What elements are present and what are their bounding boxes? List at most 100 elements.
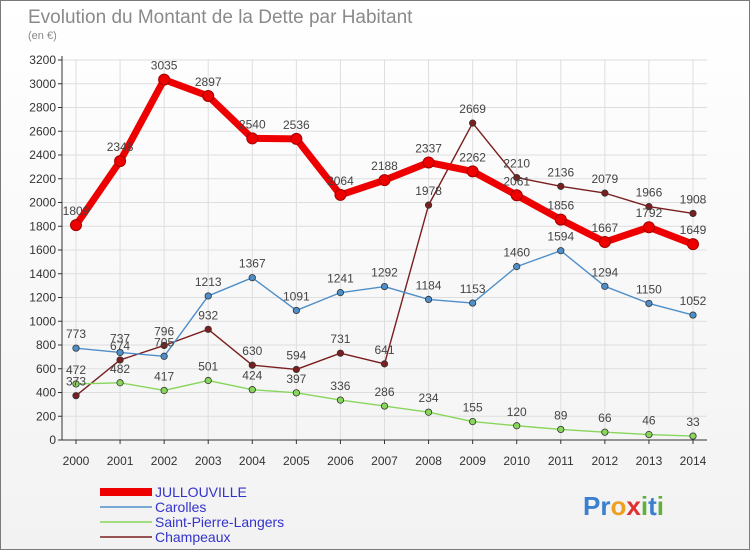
- data-label: 33: [686, 415, 700, 429]
- data-label: 89: [554, 408, 568, 422]
- data-label: 1367: [239, 257, 266, 271]
- data-label: 2540: [239, 117, 266, 131]
- data-point: [469, 417, 477, 426]
- data-label: 336: [330, 379, 350, 393]
- data-label: 1792: [636, 206, 663, 220]
- data-point: [336, 349, 345, 357]
- data-point: [204, 376, 212, 385]
- data-label: 1292: [371, 266, 398, 280]
- data-point: [554, 213, 567, 226]
- data-label: 1594: [547, 230, 574, 244]
- x-tick-label: 2012: [592, 454, 619, 468]
- data-point: [687, 238, 699, 251]
- data-point: [466, 165, 479, 178]
- data-point: [510, 189, 523, 202]
- data-point: [290, 132, 303, 145]
- data-label: 773: [66, 327, 86, 341]
- y-tick-label: 2000: [29, 196, 56, 210]
- data-point: [557, 182, 565, 190]
- data-label: 1153: [460, 282, 486, 296]
- data-label: 286: [374, 385, 394, 399]
- data-label: 2669: [459, 102, 486, 116]
- chart-subtitle: (en €): [28, 30, 57, 42]
- data-label: 674: [110, 339, 130, 353]
- proxiti-logo: Proxiti: [583, 491, 664, 521]
- data-label: 1908: [680, 192, 707, 206]
- y-tick-label: 600: [36, 362, 56, 376]
- data-label: 1052: [680, 294, 707, 308]
- axes: 0 200 400 600 800 1000 1200 1400 1600 1800 2000 220…: [29, 53, 707, 468]
- y-tick-label: 800: [36, 338, 56, 352]
- x-tick-label: 2013: [636, 454, 663, 468]
- data-label: 2188: [371, 159, 398, 173]
- data-label: 66: [598, 411, 612, 425]
- logo-letter: i: [641, 491, 648, 521]
- x-tick-label: 2006: [327, 454, 354, 468]
- data-label: 3035: [151, 59, 178, 73]
- data-label: 1460: [503, 246, 530, 260]
- legend: JULLOUVILLECarollesSaint-Pierre-LangersC…: [100, 484, 284, 545]
- data-point: [422, 156, 435, 169]
- data-point: [380, 402, 389, 410]
- data-label: 2262: [459, 150, 486, 164]
- data-label: 641: [374, 343, 394, 357]
- data-point: [160, 352, 168, 360]
- y-tick-label: 1800: [29, 219, 56, 233]
- logo-letter: o: [610, 491, 626, 521]
- x-tick-label: 2014: [680, 454, 707, 468]
- data-point: [645, 430, 653, 439]
- y-tick-label: 1600: [29, 243, 56, 257]
- data-label: 1966: [636, 186, 663, 200]
- data-point: [513, 263, 521, 271]
- legend-entry: JULLOUVILLE: [155, 484, 247, 500]
- data-label: 796: [154, 324, 174, 338]
- data-label: 2079: [592, 172, 619, 186]
- data-point: [248, 386, 256, 394]
- data-point: [334, 188, 347, 201]
- y-tick-label: 400: [36, 386, 56, 400]
- data-label: 2210: [503, 157, 530, 171]
- x-tick-label: 2002: [151, 454, 178, 468]
- data-point: [248, 361, 256, 369]
- x-tick-label: 2000: [63, 454, 90, 468]
- data-point: [292, 306, 300, 315]
- data-label: 705: [154, 335, 174, 349]
- x-tick-label: 2011: [548, 454, 574, 468]
- data-label: 1856: [547, 199, 574, 213]
- logo-letter: i: [657, 491, 664, 521]
- data-label: 630: [242, 344, 262, 358]
- data-label: 46: [642, 414, 656, 428]
- y-tick-label: 2400: [29, 148, 56, 162]
- data-point: [292, 389, 300, 397]
- legend-entry: Carolles: [155, 499, 206, 515]
- data-label: 2536: [283, 118, 310, 132]
- data-point: [336, 289, 345, 297]
- data-label: 417: [154, 369, 174, 383]
- data-label: 373: [66, 375, 86, 389]
- data-point: [204, 292, 212, 300]
- data-point: [246, 132, 259, 145]
- logo-letter: r: [600, 491, 610, 521]
- legend-entry: Saint-Pierre-Langers: [155, 514, 284, 530]
- y-tick-label: 1000: [29, 314, 56, 328]
- chart-title: Evolution du Montant de la Dette par Hab…: [28, 7, 413, 28]
- y-tick-label: 2800: [29, 101, 56, 115]
- data-labels: 1809 2348 3035 2897 2540 2536 2064 2188 2337 2262…: [63, 59, 707, 429]
- data-label: 1184: [416, 278, 442, 292]
- y-tick-label: 200: [36, 409, 56, 423]
- data-point: [380, 282, 389, 291]
- data-label: 594: [286, 348, 306, 362]
- data-point: [557, 247, 565, 255]
- data-label: 1649: [680, 223, 707, 237]
- x-tick-label: 2004: [239, 454, 266, 468]
- data-point: [116, 379, 124, 387]
- data-label: 2136: [547, 165, 574, 179]
- data-label: 397: [286, 372, 306, 386]
- x-tick-label: 2003: [195, 454, 222, 468]
- x-tick-label: 2001: [107, 454, 134, 468]
- data-label: 472: [66, 363, 86, 377]
- data-point: [72, 344, 80, 352]
- legend-entry: Champeaux: [155, 529, 231, 545]
